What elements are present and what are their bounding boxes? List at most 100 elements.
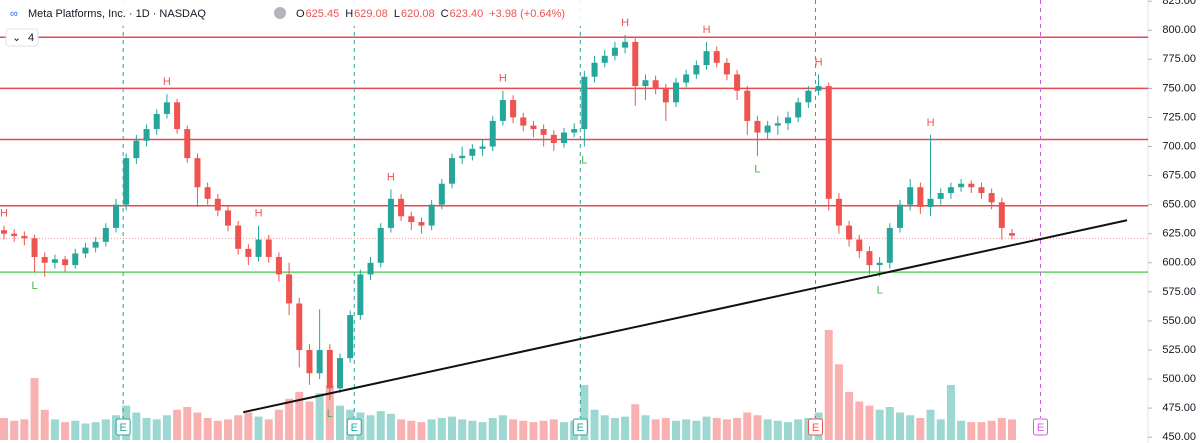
candle-body — [337, 358, 343, 389]
volume-bar — [50, 419, 59, 440]
candle-body — [123, 158, 130, 205]
candle-body — [652, 80, 659, 89]
volume-bar — [61, 422, 70, 440]
candle-body — [62, 259, 69, 266]
volume-bar — [743, 412, 752, 440]
y-tick-label: 650.00 — [1162, 199, 1196, 211]
candle-body — [408, 216, 415, 223]
volume-bar — [702, 416, 711, 440]
candle-body — [673, 82, 679, 103]
candle-body — [958, 183, 965, 188]
volume-bar — [224, 419, 232, 440]
volume-bar — [692, 420, 701, 440]
volume-bar — [468, 420, 477, 440]
volume-bar — [763, 419, 772, 440]
volume-bar — [753, 415, 762, 440]
volume-bar — [957, 420, 966, 440]
volume-bar — [580, 385, 589, 440]
volume-bar — [916, 418, 925, 440]
volume-bar — [142, 418, 151, 440]
volume-bar — [101, 419, 110, 440]
pivot-label: H — [387, 171, 395, 183]
volume-bar — [997, 418, 1006, 440]
candle-body — [459, 155, 466, 159]
pivot-label: H — [815, 56, 823, 68]
quote: O 625.45 H 629.08 L 620.08 C 623.40 +3.98 (+0.64… — [296, 8, 565, 20]
status-dot[interactable] — [274, 7, 286, 19]
volume-bar — [519, 420, 528, 440]
pivot-label: L — [877, 285, 883, 297]
volume-bar — [865, 405, 874, 440]
pivot-label: H — [703, 24, 711, 36]
volume-bar — [40, 409, 49, 440]
volume-bar — [509, 419, 518, 440]
candle-body — [51, 259, 58, 263]
candle-body — [693, 65, 700, 75]
volume-bar — [529, 422, 538, 440]
candle-body — [805, 90, 812, 103]
candle-body — [357, 274, 364, 316]
candle-body — [662, 88, 669, 103]
candle-body — [713, 51, 720, 63]
logo: ∞ — [10, 8, 18, 20]
volume-bar — [325, 385, 334, 440]
volume-bar — [590, 409, 599, 440]
volume-bar — [193, 412, 202, 440]
y-tick-label: 825.00 — [1162, 0, 1196, 7]
volume-bar — [773, 420, 782, 440]
event-label: E — [812, 422, 819, 434]
candle-body — [265, 239, 272, 257]
volume-bar — [946, 385, 955, 440]
candle-body — [377, 227, 384, 263]
quote-value: 620.08 — [401, 8, 435, 20]
candle-body — [611, 47, 618, 56]
volume-bar — [254, 416, 263, 440]
candle-body — [632, 41, 639, 87]
volume-bar — [173, 409, 182, 440]
volume-bar — [784, 422, 792, 440]
candle-body — [41, 256, 48, 263]
candle-body — [886, 227, 893, 263]
candle-body — [978, 187, 985, 194]
event-label: E — [577, 422, 584, 434]
candle-body — [968, 183, 975, 188]
volume-bar — [936, 419, 945, 440]
volume-bar — [488, 418, 497, 440]
volume-bar — [600, 415, 609, 440]
candle-body — [194, 158, 201, 188]
volume-bar — [407, 420, 416, 440]
y-tick-label: 550.00 — [1162, 315, 1196, 327]
candle-body — [683, 74, 690, 83]
candle-body — [947, 187, 954, 194]
volume-bar — [397, 419, 406, 440]
indicator-toggle[interactable] — [5, 28, 39, 47]
event-label: E — [1037, 422, 1044, 434]
candle-body — [795, 102, 802, 118]
volume-bar — [926, 409, 935, 440]
candle-body — [204, 187, 211, 199]
volume-bar — [722, 419, 731, 440]
pivot-label: H — [621, 17, 629, 29]
volume-bar — [824, 330, 833, 440]
volume-bar — [875, 409, 884, 440]
candle-body — [561, 132, 567, 144]
quote-key: H — [345, 8, 353, 20]
volume-bar — [885, 407, 894, 440]
volume-bar — [610, 418, 619, 440]
volume-bar — [794, 419, 803, 440]
volume-bar — [203, 418, 212, 440]
quote-value: 629.08 — [354, 8, 388, 20]
candle-body — [1009, 233, 1015, 236]
y-tick-label: 475.00 — [1162, 402, 1196, 414]
volume-bar — [213, 420, 222, 440]
volume-bar — [621, 416, 630, 440]
quote-change: +3.98 (+0.64%) — [489, 8, 565, 20]
candle-body — [275, 256, 282, 275]
pivot-label: L — [327, 408, 333, 420]
quote-value: 625.45 — [306, 8, 340, 20]
event-marker — [346, 418, 362, 436]
header-bg — [0, 0, 598, 26]
candle-body — [937, 193, 944, 199]
volume-bar — [91, 422, 100, 440]
y-tick-label: 625.00 — [1162, 228, 1196, 240]
